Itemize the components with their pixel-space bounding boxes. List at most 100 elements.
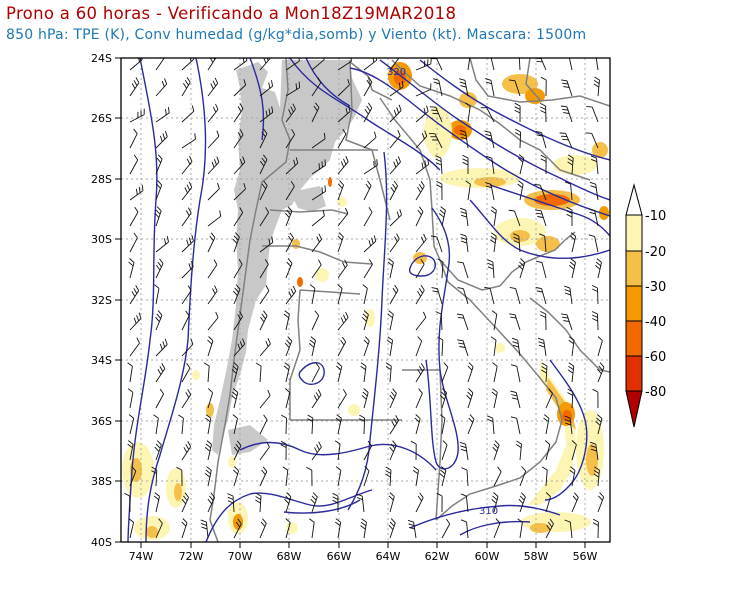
wind-barb-feather bbox=[439, 394, 445, 400]
wind-barb-feather bbox=[492, 495, 498, 501]
wind-barb-feather bbox=[540, 106, 546, 110]
wind-barb-feather bbox=[335, 521, 341, 527]
wind-barb-feather bbox=[164, 78, 168, 85]
wind-barb-shaft bbox=[233, 212, 244, 227]
wind-barb-shaft bbox=[415, 263, 425, 279]
wind-barb-shaft bbox=[363, 81, 373, 97]
wind-barb-feather bbox=[261, 313, 266, 320]
wind-barb-shaft bbox=[285, 237, 294, 253]
wind-barb-feather bbox=[564, 181, 571, 185]
wind-barb-feather bbox=[219, 210, 222, 217]
wind-barb-shaft bbox=[207, 264, 218, 279]
wind-barb-shaft bbox=[337, 84, 350, 97]
wind-barb-feather bbox=[389, 446, 394, 453]
lat-label-36s: 36S bbox=[91, 415, 112, 428]
wind-barb-shaft bbox=[415, 163, 429, 175]
wind-barb-shaft bbox=[516, 366, 521, 383]
wind-barb-shaft bbox=[155, 241, 169, 253]
wind-barb-feather bbox=[307, 414, 314, 419]
lon-label-70w: 70W bbox=[228, 550, 253, 563]
wind-barb-feather bbox=[514, 106, 521, 110]
wind-barb-feather bbox=[324, 159, 326, 166]
wind-barb-feather bbox=[592, 318, 598, 322]
wind-barb-shaft bbox=[285, 162, 299, 175]
wind-barb-feather bbox=[127, 362, 133, 367]
wind-barb-feather bbox=[263, 180, 268, 186]
wind-barb-feather bbox=[421, 133, 425, 139]
wind-barb-feather bbox=[460, 493, 467, 497]
wind-barb-feather bbox=[460, 211, 467, 215]
wind-barb-feather bbox=[366, 79, 371, 86]
wind-barb-feather bbox=[514, 102, 521, 107]
wind-barb-feather bbox=[457, 339, 464, 342]
wind-barb-feather bbox=[135, 188, 138, 195]
wind-barb-shaft bbox=[337, 418, 342, 435]
wind-barb-feather bbox=[232, 414, 238, 419]
wind-barb-shaft bbox=[155, 344, 168, 357]
wind-barb-feather bbox=[568, 362, 575, 367]
wind-barb-shaft bbox=[233, 445, 242, 461]
wind-barb-feather bbox=[237, 518, 242, 525]
wind-barb-feather bbox=[535, 287, 542, 290]
wind-barb-feather bbox=[214, 51, 217, 56]
wind-barb-feather bbox=[205, 443, 211, 449]
wind-barb-shaft bbox=[207, 392, 214, 409]
wind-barb-shaft bbox=[571, 391, 574, 409]
wind-barb-feather bbox=[135, 77, 140, 83]
wind-barb-feather bbox=[566, 210, 573, 214]
wind-barb-feather bbox=[394, 284, 399, 291]
wind-barb-feather bbox=[460, 448, 467, 452]
wind-barb-shaft bbox=[389, 366, 392, 383]
wind-barb-feather bbox=[390, 443, 396, 449]
wind-barb-shaft bbox=[518, 58, 521, 71]
wind-barb-feather bbox=[210, 232, 216, 238]
wind-barb-feather bbox=[388, 524, 394, 530]
wind-barb-feather bbox=[345, 311, 349, 318]
wind-barb-shaft bbox=[415, 368, 425, 383]
wind-barb-feather bbox=[397, 156, 401, 163]
wind-barb-feather bbox=[164, 238, 167, 245]
contour-label-320: 320 bbox=[387, 67, 406, 78]
wind-barb-feather bbox=[484, 286, 491, 289]
lon-label-56w: 56W bbox=[573, 550, 598, 563]
wind-barb-shaft bbox=[311, 264, 322, 279]
wind-barb-shaft bbox=[465, 496, 469, 513]
wind-barb-feather bbox=[205, 417, 211, 423]
wind-barb-shaft bbox=[207, 444, 212, 461]
wind-barb-feather bbox=[262, 518, 267, 524]
wind-barb-feather bbox=[128, 440, 134, 445]
wind-barb-shaft bbox=[415, 211, 424, 227]
wind-barb-feather bbox=[280, 440, 287, 445]
wind-barb-shaft bbox=[467, 392, 474, 409]
wind-barb-feather bbox=[595, 421, 601, 426]
wind-barb-feather bbox=[490, 239, 496, 244]
wind-barb-shaft bbox=[514, 80, 521, 97]
wind-barb-feather bbox=[427, 158, 430, 165]
wind-barb-feather bbox=[362, 391, 368, 397]
legend-label-40: -40 bbox=[645, 315, 666, 330]
wind-barb-feather bbox=[233, 362, 239, 367]
wind-barb-feather bbox=[232, 469, 238, 475]
wind-barb-shaft bbox=[207, 470, 212, 487]
wind-barb-feather bbox=[311, 495, 317, 501]
wind-barb-shaft bbox=[181, 394, 192, 409]
wind-barb-shaft bbox=[597, 470, 600, 487]
wind-barb-feather bbox=[570, 232, 576, 237]
wind-barb-feather bbox=[243, 183, 246, 190]
wind-barb-feather bbox=[215, 103, 219, 110]
wind-barb-feather bbox=[309, 284, 316, 289]
wind-barb-feather bbox=[141, 184, 144, 191]
wind-barb-feather bbox=[592, 518, 599, 523]
wind-barb-feather bbox=[543, 417, 549, 423]
wind-barb-shaft bbox=[181, 315, 190, 331]
wind-barb-shaft bbox=[259, 446, 270, 461]
wind-barb-shaft bbox=[389, 238, 400, 253]
wind-barb-feather bbox=[520, 492, 526, 498]
wind-barb-feather bbox=[459, 346, 466, 348]
wind-barb-feather bbox=[395, 415, 399, 421]
wind-barb-feather bbox=[212, 80, 217, 87]
wind-barb-shaft bbox=[155, 263, 164, 279]
wind-barb-shaft bbox=[181, 161, 193, 175]
wind-barb-feather bbox=[236, 440, 242, 446]
wind-barb-feather bbox=[232, 391, 238, 397]
